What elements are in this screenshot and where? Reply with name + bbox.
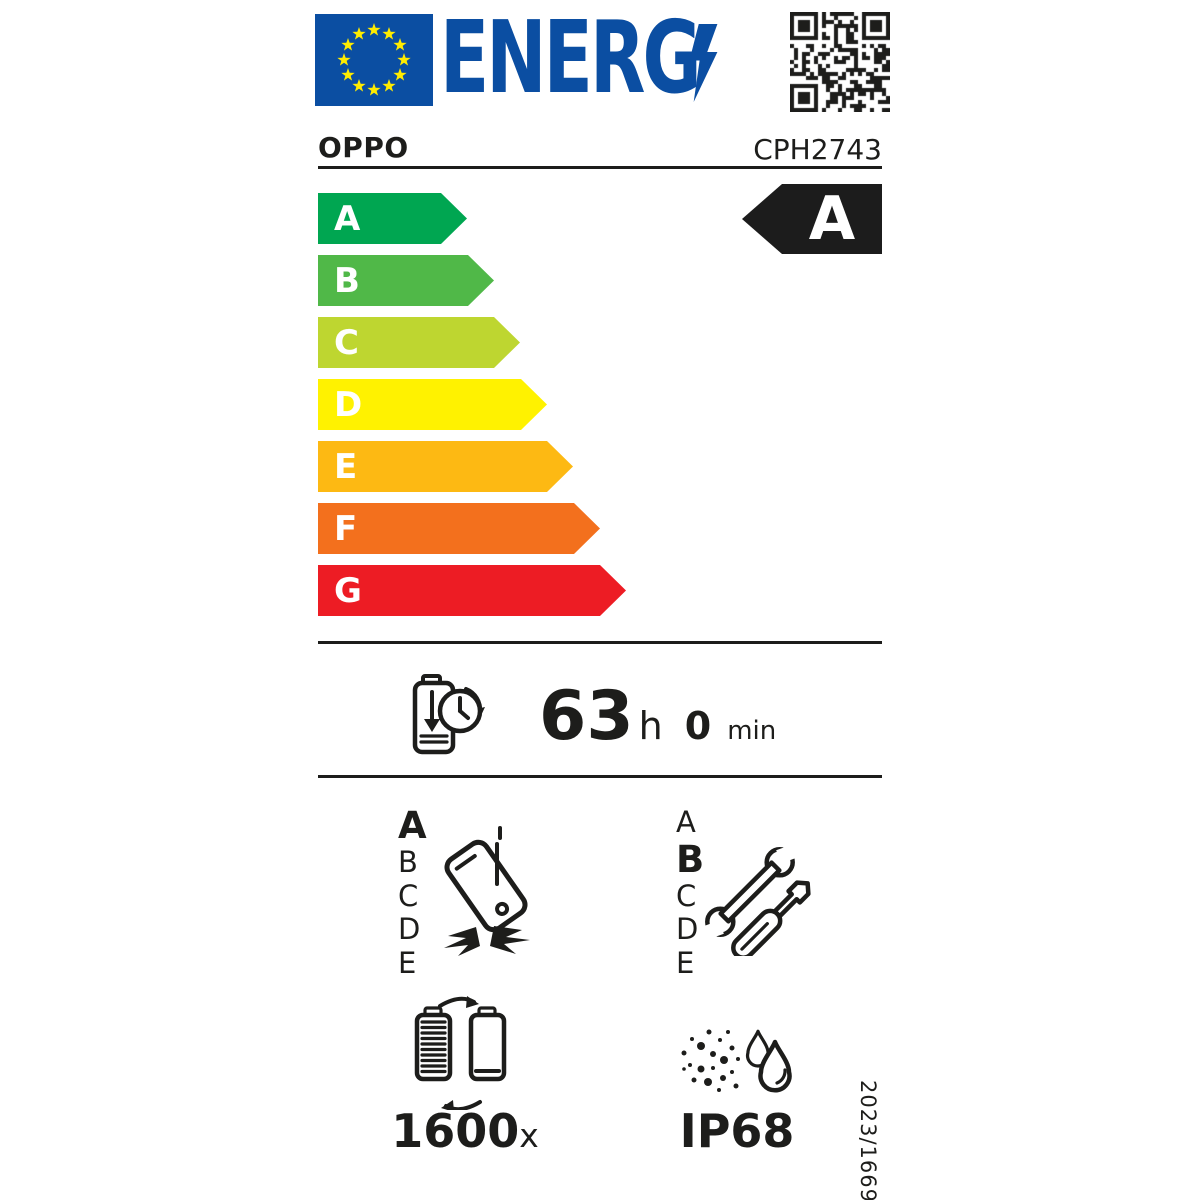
brand-name: OPPO <box>318 131 409 164</box>
endurance-hours: 63 <box>539 677 634 756</box>
battery-cycles-value: 1600 <box>391 1104 520 1158</box>
battery-cycles-label: 1600x <box>385 1108 545 1154</box>
large-water-drop <box>758 1039 792 1093</box>
dust-water-icon <box>681 1029 792 1093</box>
energ-logo-text: ENERG <box>440 0 702 116</box>
class-bar-f: F <box>318 503 600 554</box>
model-number: CPH2743 <box>753 133 882 166</box>
repairability-grade-a: A <box>676 805 696 839</box>
small-water-drop <box>745 1029 771 1068</box>
battery-cycle-icon <box>414 996 507 1110</box>
regulation-number: 2023/1669 <box>856 1080 880 1200</box>
impact-burst-left <box>444 927 480 956</box>
drop-resistance-grade-e: E <box>398 945 417 980</box>
class-bar-d: D <box>318 379 547 430</box>
battery-endurance-section: 63 h 0 min <box>539 683 776 751</box>
phone-drop-icon <box>444 826 530 956</box>
section-divider-1 <box>318 641 882 644</box>
class-bar-a: A <box>318 193 467 244</box>
drop-resistance-grade-c: C <box>398 878 419 913</box>
header-divider <box>318 166 882 169</box>
endurance-minutes-unit: min <box>727 716 777 746</box>
endurance-hours-unit: h <box>638 704 663 748</box>
class-bar-g: G <box>318 565 626 616</box>
class-bar-e: E <box>318 441 573 492</box>
battery-charge-stripes <box>420 1020 447 1074</box>
battery-cycles-unit: x <box>519 1116 539 1155</box>
repairability-grade-b-selected: B <box>676 837 705 881</box>
repairability-grade-c: C <box>676 878 697 913</box>
class-bar-letter: F <box>334 508 358 549</box>
class-bar-letter: B <box>334 260 360 301</box>
wrench-screwdriver-icon <box>700 842 811 956</box>
class-bar-b: B <box>318 255 494 306</box>
battery-clock-icon <box>412 674 485 755</box>
drop-resistance-grade-a-selected: A <box>398 804 427 847</box>
repairability-grade-e: E <box>676 945 695 980</box>
eu-flag-icon <box>315 14 433 106</box>
class-bar-letter: E <box>334 446 358 487</box>
repairability-grade-d: D <box>676 912 699 946</box>
class-bar-letter: C <box>334 322 359 363</box>
dust-particles <box>681 1029 740 1092</box>
class-bar-letter: D <box>334 384 363 425</box>
lightning-bolt-icon <box>689 24 718 102</box>
impact-burst-right <box>490 926 530 954</box>
qr-code <box>790 12 890 112</box>
drop-resistance-grade-d: D <box>398 912 421 946</box>
class-bar-letter: G <box>334 570 362 611</box>
class-bar-c: C <box>318 317 520 368</box>
ip-rating-value: IP68 <box>679 1104 795 1158</box>
rated-class-arrow: A <box>742 184 882 254</box>
class-bar-letter: A <box>334 198 361 239</box>
rated-class-letter: A <box>808 184 856 254</box>
section-divider-2 <box>318 775 882 778</box>
drop-resistance-grade-b: B <box>398 845 418 879</box>
endurance-minutes: 0 <box>684 704 712 748</box>
